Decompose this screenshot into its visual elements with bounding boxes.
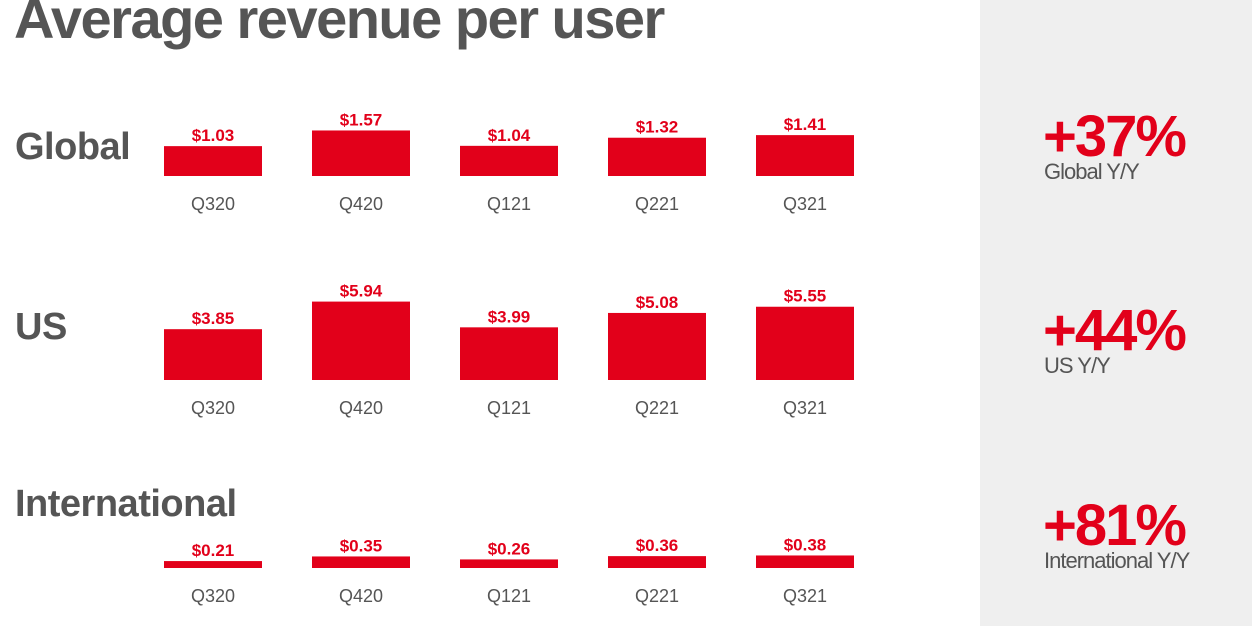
bar-us-q321 xyxy=(756,306,854,380)
bar-international-q121 xyxy=(460,559,558,568)
tick-label-us-q121: Q121 xyxy=(487,398,531,418)
tick-label-global-q320: Q320 xyxy=(191,194,235,214)
bar-global-q321 xyxy=(756,135,854,176)
bar-us-q420 xyxy=(312,301,410,380)
tick-label-us-q321: Q321 xyxy=(783,398,827,418)
tick-label-international-q321: Q321 xyxy=(783,586,827,606)
stat-value-global: +37% xyxy=(1043,104,1187,169)
value-label-us-q221: $5.08 xyxy=(636,293,679,312)
bar-global-q221 xyxy=(608,137,706,176)
value-label-international-q320: $0.21 xyxy=(192,541,235,560)
row-label-us: US xyxy=(15,306,67,348)
summary-panel xyxy=(980,0,1252,626)
stat-value-international: +81% xyxy=(1043,493,1187,558)
row-label-international: International xyxy=(15,483,237,525)
value-label-global-q321: $1.41 xyxy=(784,115,827,134)
tick-label-international-q320: Q320 xyxy=(191,586,235,606)
bar-international-q221 xyxy=(608,556,706,568)
stat-label-international: International Y/Y xyxy=(1044,548,1190,573)
value-label-global-q420: $1.57 xyxy=(340,110,383,129)
bar-us-q221 xyxy=(608,312,706,380)
value-label-us-q121: $3.99 xyxy=(488,307,531,326)
tick-label-international-q121: Q121 xyxy=(487,586,531,606)
value-label-us-q420: $5.94 xyxy=(340,282,383,301)
tick-label-us-q420: Q420 xyxy=(339,398,383,418)
bar-international-q420 xyxy=(312,556,410,568)
bar-global-q121 xyxy=(460,145,558,176)
arpu-bar-charts: $1.03 Q320 $1.57 Q420 $1.04 Q121 $1.32 Q221 $1.4… xyxy=(164,110,854,606)
value-label-global-q320: $1.03 xyxy=(192,126,235,145)
stat-label-us: US Y/Y xyxy=(1044,353,1111,378)
tick-label-global-q321: Q321 xyxy=(783,194,827,214)
value-label-global-q121: $1.04 xyxy=(488,126,531,145)
tick-label-global-q221: Q221 xyxy=(635,194,679,214)
tick-label-us-q320: Q320 xyxy=(191,398,235,418)
tick-label-us-q221: Q221 xyxy=(635,398,679,418)
bar-global-q420 xyxy=(312,130,410,176)
bar-us-q121 xyxy=(460,327,558,380)
tick-label-global-q420: Q420 xyxy=(339,194,383,214)
stat-value-us: +44% xyxy=(1043,298,1187,363)
value-label-international-q121: $0.26 xyxy=(488,539,531,558)
bar-us-q320 xyxy=(164,329,262,380)
value-label-us-q320: $3.85 xyxy=(192,309,235,328)
bar-international-q321 xyxy=(756,555,854,568)
value-label-us-q321: $5.55 xyxy=(784,287,827,306)
page-title: Average revenue per user xyxy=(14,0,665,50)
tick-label-international-q420: Q420 xyxy=(339,586,383,606)
row-label-global: Global xyxy=(15,126,131,168)
tick-label-international-q221: Q221 xyxy=(635,586,679,606)
value-label-global-q221: $1.32 xyxy=(636,118,679,137)
value-label-international-q321: $0.38 xyxy=(784,535,827,554)
stat-label-global: Global Y/Y xyxy=(1044,159,1140,184)
bar-international-q320 xyxy=(164,561,262,568)
value-label-international-q221: $0.36 xyxy=(636,536,679,555)
tick-label-global-q121: Q121 xyxy=(487,194,531,214)
value-label-international-q420: $0.35 xyxy=(340,536,383,555)
bar-global-q320 xyxy=(164,146,262,176)
